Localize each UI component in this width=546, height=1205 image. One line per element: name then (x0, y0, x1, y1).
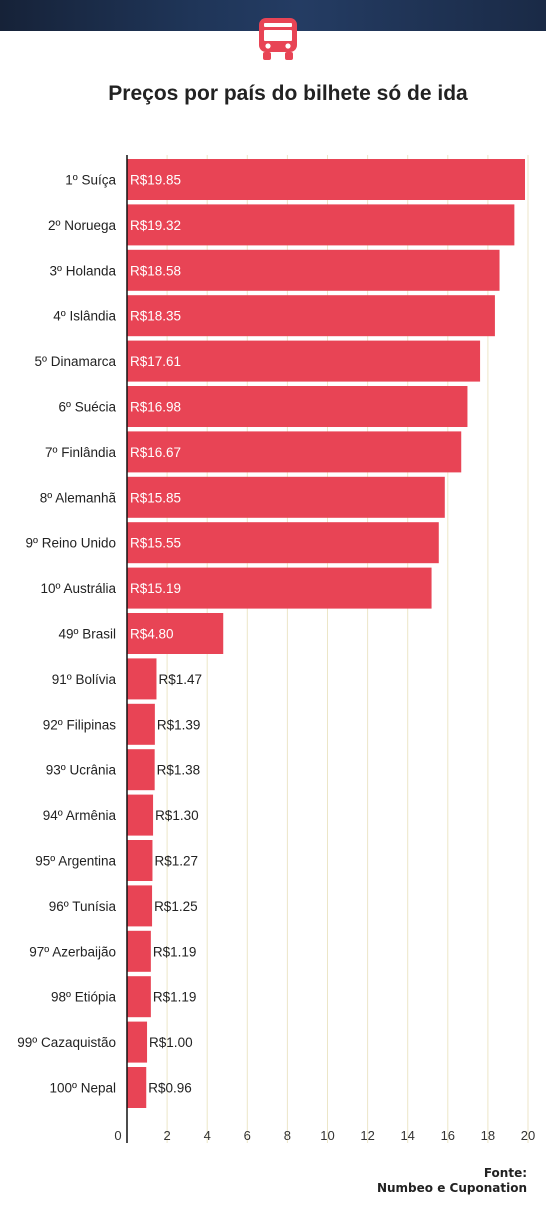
category-label: 98º Etiópia (51, 990, 116, 1005)
x-tick-label: 14 (400, 1128, 414, 1143)
data-label: R$1.00 (149, 1035, 193, 1050)
category-label: 99º Cazaquistão (17, 1035, 116, 1050)
category-label: 100º Nepal (50, 1081, 116, 1096)
bar (127, 522, 439, 564)
category-label: 96º Tunísia (49, 899, 117, 914)
bar (127, 794, 154, 836)
data-label: R$1.19 (153, 990, 197, 1005)
data-label: R$15.19 (130, 581, 181, 596)
source-note: Fonte: Numbeo e Cuponation (377, 1166, 527, 1196)
category-label: 10º Austrália (41, 581, 117, 596)
bar (127, 431, 462, 473)
bar (127, 658, 157, 700)
data-label: R$1.30 (155, 808, 199, 823)
bar (127, 1067, 147, 1108)
data-label: R$16.67 (130, 445, 181, 460)
category-label: 3º Holanda (50, 263, 117, 278)
data-label: R$18.58 (130, 263, 181, 278)
data-label: R$1.19 (153, 944, 197, 959)
bar (127, 976, 151, 1018)
category-label: 7º Finlândia (45, 445, 116, 460)
bar (127, 1021, 148, 1063)
bar (127, 295, 495, 337)
category-label: 4º Islândia (53, 309, 116, 324)
category-label: 5º Dinamarca (35, 354, 117, 369)
x-tick-label: 8 (284, 1128, 291, 1143)
category-label: 97º Azerbaijão (29, 944, 116, 959)
x-tick-label: 16 (441, 1128, 455, 1143)
data-label: R$19.85 (130, 173, 181, 188)
bar (127, 476, 445, 518)
category-label: 91º Bolívia (52, 672, 117, 687)
x-tick-label: 18 (481, 1128, 495, 1143)
data-label: R$1.47 (158, 672, 202, 687)
bar (127, 386, 468, 427)
bar-chart: 1º Suíça 2º Noruega 3º Holanda 4º Islândia 5… (17, 155, 535, 1143)
data-label: R$17.61 (130, 354, 181, 369)
data-label: R$1.27 (154, 854, 198, 869)
category-label: 9º Reino Unido (26, 536, 117, 551)
data-label: R$19.32 (130, 218, 181, 233)
x-tick-label: 2 (163, 1128, 170, 1143)
category-label: 94º Armênia (43, 808, 117, 823)
category-label: 49º Brasil (59, 627, 116, 642)
data-label: R$1.39 (157, 717, 201, 732)
category-label: 93º Ucrânia (46, 763, 117, 778)
source-label: Fonte: (483, 1166, 527, 1180)
x-tick-label: 4 (204, 1128, 211, 1143)
bar (127, 340, 481, 382)
category-label: 6º Suécia (59, 400, 117, 415)
chart-title: Preços por país do bilhete só de ida (108, 82, 468, 105)
bar (127, 249, 500, 291)
bar (127, 204, 515, 246)
data-label: R$0.96 (148, 1081, 192, 1096)
category-label: 8º Alemanhã (40, 490, 117, 505)
bar (127, 703, 155, 745)
bar (127, 840, 153, 881)
x-tick-label: 0 (114, 1128, 121, 1143)
data-label: R$18.35 (130, 309, 181, 324)
bar (127, 613, 224, 654)
bar (127, 159, 525, 200)
category-label: 1º Suíça (65, 173, 116, 188)
bar (127, 930, 151, 972)
source-text: Numbeo e Cuponation (376, 1181, 527, 1195)
data-label: R$15.85 (130, 490, 181, 505)
data-label: R$16.98 (130, 400, 181, 415)
category-label: 92º Filipinas (43, 717, 116, 732)
x-tick-label: 10 (320, 1128, 334, 1143)
x-tick-label: 12 (360, 1128, 374, 1143)
x-tick-label: 20 (521, 1128, 535, 1143)
data-label: R$1.25 (154, 899, 198, 914)
bus-icon (259, 18, 297, 60)
data-label: R$4.80 (130, 627, 174, 642)
category-label: 95º Argentina (35, 854, 116, 869)
data-label: R$1.38 (157, 763, 201, 778)
data-label: R$15.55 (130, 536, 181, 551)
bar (127, 749, 155, 791)
x-tick-label: 6 (244, 1128, 251, 1143)
category-label: 2º Noruega (48, 218, 116, 233)
bar (127, 567, 432, 609)
bar (127, 885, 153, 927)
